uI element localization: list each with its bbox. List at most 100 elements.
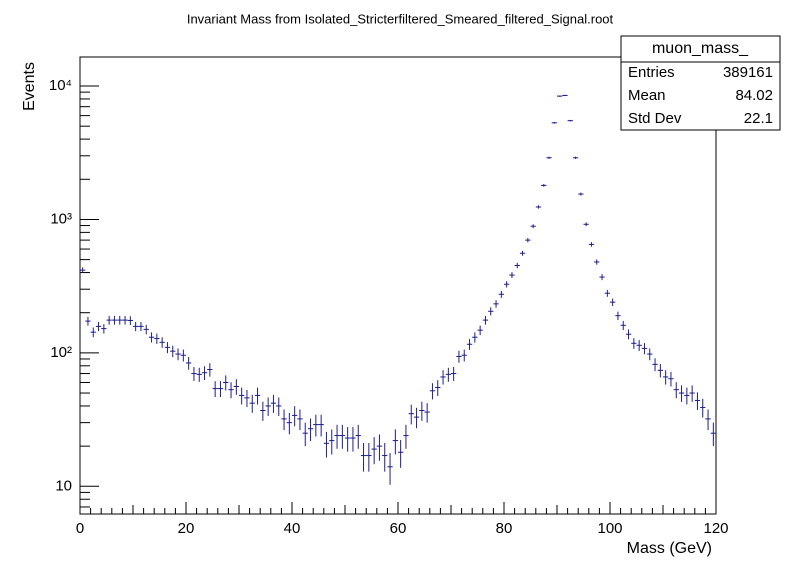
bin: [631, 338, 637, 349]
bin: [244, 389, 250, 408]
bin: [80, 267, 86, 274]
y-tick-label: 10²: [50, 344, 72, 361]
bin: [201, 366, 208, 381]
bin: [403, 424, 409, 449]
bin: [371, 437, 377, 465]
bin: [117, 315, 123, 325]
bin: [482, 315, 489, 325]
bin: [95, 321, 102, 332]
bin: [286, 412, 292, 435]
bin: [620, 320, 626, 331]
bin: [429, 383, 436, 400]
x-tick-label: 40: [284, 520, 301, 537]
bin: [350, 427, 356, 452]
bin: [652, 358, 658, 372]
bin: [302, 422, 308, 447]
bin: [615, 311, 621, 321]
bin: [445, 367, 451, 382]
bin: [588, 242, 595, 247]
bin: [594, 259, 600, 265]
bin: [159, 337, 165, 348]
bin: [604, 289, 610, 297]
bin: [466, 339, 473, 350]
bin: [212, 381, 218, 398]
bin: [217, 381, 224, 398]
bin: [705, 409, 711, 431]
stats-label: Std Dev: [628, 110, 682, 127]
bin: [164, 342, 171, 354]
x-tick-label: 120: [703, 520, 728, 537]
y-axis-label: Events: [21, 62, 38, 111]
bin: [376, 434, 383, 461]
bin: [254, 387, 261, 405]
bin: [249, 394, 255, 413]
bin: [223, 375, 229, 391]
bin: [270, 394, 277, 413]
bin: [408, 404, 414, 425]
bin: [334, 424, 340, 449]
bin: [133, 321, 139, 332]
bin: [111, 315, 118, 325]
bin: [689, 385, 695, 402]
bin: [329, 429, 335, 455]
bin: [90, 327, 96, 338]
bin: [551, 122, 557, 124]
bin: [567, 119, 573, 122]
stats-box: muon_mass_ Entries 389161 Mean 84.02 Std…: [620, 35, 781, 131]
bin: [154, 333, 160, 344]
bin: [339, 424, 345, 449]
bin: [366, 442, 372, 472]
bin: [504, 281, 510, 288]
bin: [710, 422, 716, 447]
bin: [323, 431, 330, 458]
bin: [456, 350, 462, 363]
x-tick-label: 0: [76, 520, 84, 537]
bin: [461, 349, 467, 362]
stats-label: Mean: [628, 87, 666, 104]
bin: [101, 324, 107, 334]
bin: [572, 156, 579, 159]
bin: [239, 387, 245, 405]
bin: [509, 272, 515, 279]
stats-frame: [620, 35, 781, 131]
bin: [663, 370, 669, 385]
bin: [514, 262, 520, 269]
stats-label: Entries: [628, 64, 675, 81]
bin: [106, 315, 112, 325]
bin: [186, 356, 192, 370]
bin: [127, 316, 133, 325]
bin: [472, 332, 478, 343]
bin: [148, 332, 155, 343]
bin: [260, 401, 266, 421]
bin: [355, 424, 361, 449]
bin: [477, 325, 483, 336]
bin: [398, 439, 404, 468]
bin: [541, 184, 547, 187]
bin: [360, 442, 367, 472]
bin: [196, 367, 202, 382]
bin: [546, 156, 552, 159]
bin: [519, 250, 526, 256]
x-tick-label: 20: [178, 520, 195, 537]
bin: [668, 371, 674, 387]
bin: [345, 427, 351, 452]
bin: [424, 403, 430, 423]
bin: [265, 397, 271, 416]
bin: [281, 409, 287, 431]
stats-value: 84.02: [735, 87, 773, 104]
bin: [297, 409, 303, 431]
bin: [636, 340, 642, 351]
y-tick-label: 10: [55, 477, 72, 494]
bin: [535, 205, 542, 209]
bin: [493, 300, 499, 308]
bin: [578, 192, 584, 196]
bin: [122, 315, 128, 325]
bin: [292, 406, 298, 427]
bin: [413, 407, 420, 429]
bin: [610, 298, 616, 307]
bin: [435, 380, 441, 396]
bin: [307, 418, 314, 442]
bin: [694, 392, 701, 410]
bin: [641, 343, 648, 355]
